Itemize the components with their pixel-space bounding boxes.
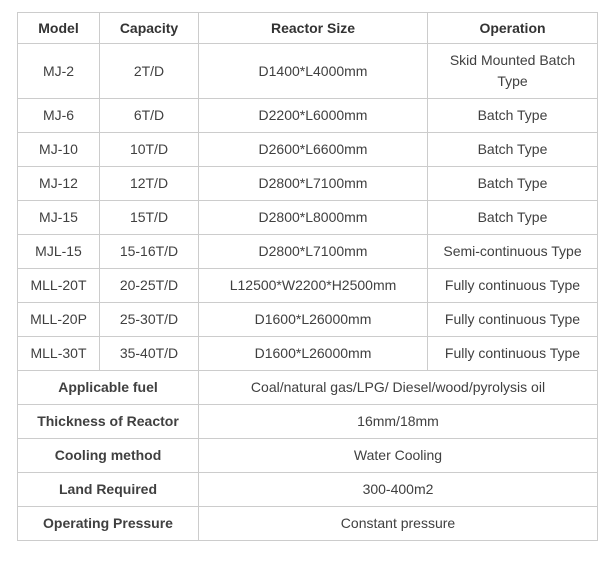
cell-model: MJ-6 xyxy=(17,98,100,133)
cell-capacity: 15T/D xyxy=(99,200,199,235)
spec-value-operating-pressure: Constant pressure xyxy=(198,506,598,541)
cell-capacity: 2T/D xyxy=(99,43,199,99)
table-row: MJ-10 10T/D D2600*L6600mm Batch Type xyxy=(17,132,598,167)
table-row: MLL-20T 20-25T/D L12500*W2200*H2500mm Fu… xyxy=(17,268,598,303)
cell-capacity: 25-30T/D xyxy=(99,302,199,337)
cell-operation: Batch Type xyxy=(427,200,598,235)
col-header-reactor-size: Reactor Size xyxy=(198,12,428,44)
spec-row: Cooling method Water Cooling xyxy=(17,438,598,473)
table-row: MJ-6 6T/D D2200*L6000mm Batch Type xyxy=(17,98,598,133)
table-row: MJ-12 12T/D D2800*L7100mm Batch Type xyxy=(17,166,598,201)
cell-operation: Fully continuous Type xyxy=(427,268,598,303)
cell-capacity: 35-40T/D xyxy=(99,336,199,371)
cell-size: D2200*L6000mm xyxy=(198,98,428,133)
spec-row: Land Required 300-400m2 xyxy=(17,472,598,507)
cell-capacity: 20-25T/D xyxy=(99,268,199,303)
table-row: MJ-2 2T/D D1400*L4000mm Skid Mounted Bat… xyxy=(17,43,598,99)
cell-model: MLL-20P xyxy=(17,302,100,337)
cell-capacity: 10T/D xyxy=(99,132,199,167)
cell-model: MJ-2 xyxy=(17,43,100,99)
spec-label-applicable-fuel: Applicable fuel xyxy=(17,370,199,405)
table-row: MLL-20P 25-30T/D D1600*L26000mm Fully co… xyxy=(17,302,598,337)
header-row: Model Capacity Reactor Size Operation xyxy=(17,12,598,44)
cell-model: MLL-30T xyxy=(17,336,100,371)
cell-capacity: 12T/D xyxy=(99,166,199,201)
cell-size: D2800*L8000mm xyxy=(198,200,428,235)
spec-row: Operating Pressure Constant pressure xyxy=(17,506,598,541)
spec-label-land-required: Land Required xyxy=(17,472,199,507)
cell-capacity: 6T/D xyxy=(99,98,199,133)
cell-operation: Batch Type xyxy=(427,166,598,201)
reactor-spec-table: Model Capacity Reactor Size Operation MJ… xyxy=(17,12,598,541)
spec-label-cooling-method: Cooling method xyxy=(17,438,199,473)
spec-label-operating-pressure: Operating Pressure xyxy=(17,506,199,541)
col-header-operation: Operation xyxy=(427,12,598,44)
cell-operation: Fully continuous Type xyxy=(427,302,598,337)
spec-row: Applicable fuel Coal/natural gas/LPG/ Di… xyxy=(17,370,598,405)
col-header-capacity: Capacity xyxy=(99,12,199,44)
cell-model: MJ-10 xyxy=(17,132,100,167)
cell-capacity: 15-16T/D xyxy=(99,234,199,269)
table-row: MJ-15 15T/D D2800*L8000mm Batch Type xyxy=(17,200,598,235)
cell-operation: Skid Mounted Batch Type xyxy=(427,43,598,99)
table-row: MLL-30T 35-40T/D D1600*L26000mm Fully co… xyxy=(17,336,598,371)
spec-label-thickness: Thickness of Reactor xyxy=(17,404,199,439)
cell-operation: Semi-continuous Type xyxy=(427,234,598,269)
cell-model: MLL-20T xyxy=(17,268,100,303)
cell-operation: Batch Type xyxy=(427,98,598,133)
spec-value-thickness: 16mm/18mm xyxy=(198,404,598,439)
spec-value-applicable-fuel: Coal/natural gas/LPG/ Diesel/wood/pyroly… xyxy=(198,370,598,405)
cell-size: D2800*L7100mm xyxy=(198,166,428,201)
spec-value-cooling-method: Water Cooling xyxy=(198,438,598,473)
cell-operation: Batch Type xyxy=(427,132,598,167)
cell-size: D1600*L26000mm xyxy=(198,336,428,371)
cell-size: D2800*L7100mm xyxy=(198,234,428,269)
spec-row: Thickness of Reactor 16mm/18mm xyxy=(17,404,598,439)
cell-model: MJL-15 xyxy=(17,234,100,269)
table-row: MJL-15 15-16T/D D2800*L7100mm Semi-conti… xyxy=(17,234,598,269)
cell-operation: Fully continuous Type xyxy=(427,336,598,371)
cell-size: D1400*L4000mm xyxy=(198,43,428,99)
cell-size: D1600*L26000mm xyxy=(198,302,428,337)
cell-size: D2600*L6600mm xyxy=(198,132,428,167)
cell-model: MJ-15 xyxy=(17,200,100,235)
cell-model: MJ-12 xyxy=(17,166,100,201)
col-header-model: Model xyxy=(17,12,100,44)
cell-size: L12500*W2200*H2500mm xyxy=(198,268,428,303)
spec-value-land-required: 300-400m2 xyxy=(198,472,598,507)
